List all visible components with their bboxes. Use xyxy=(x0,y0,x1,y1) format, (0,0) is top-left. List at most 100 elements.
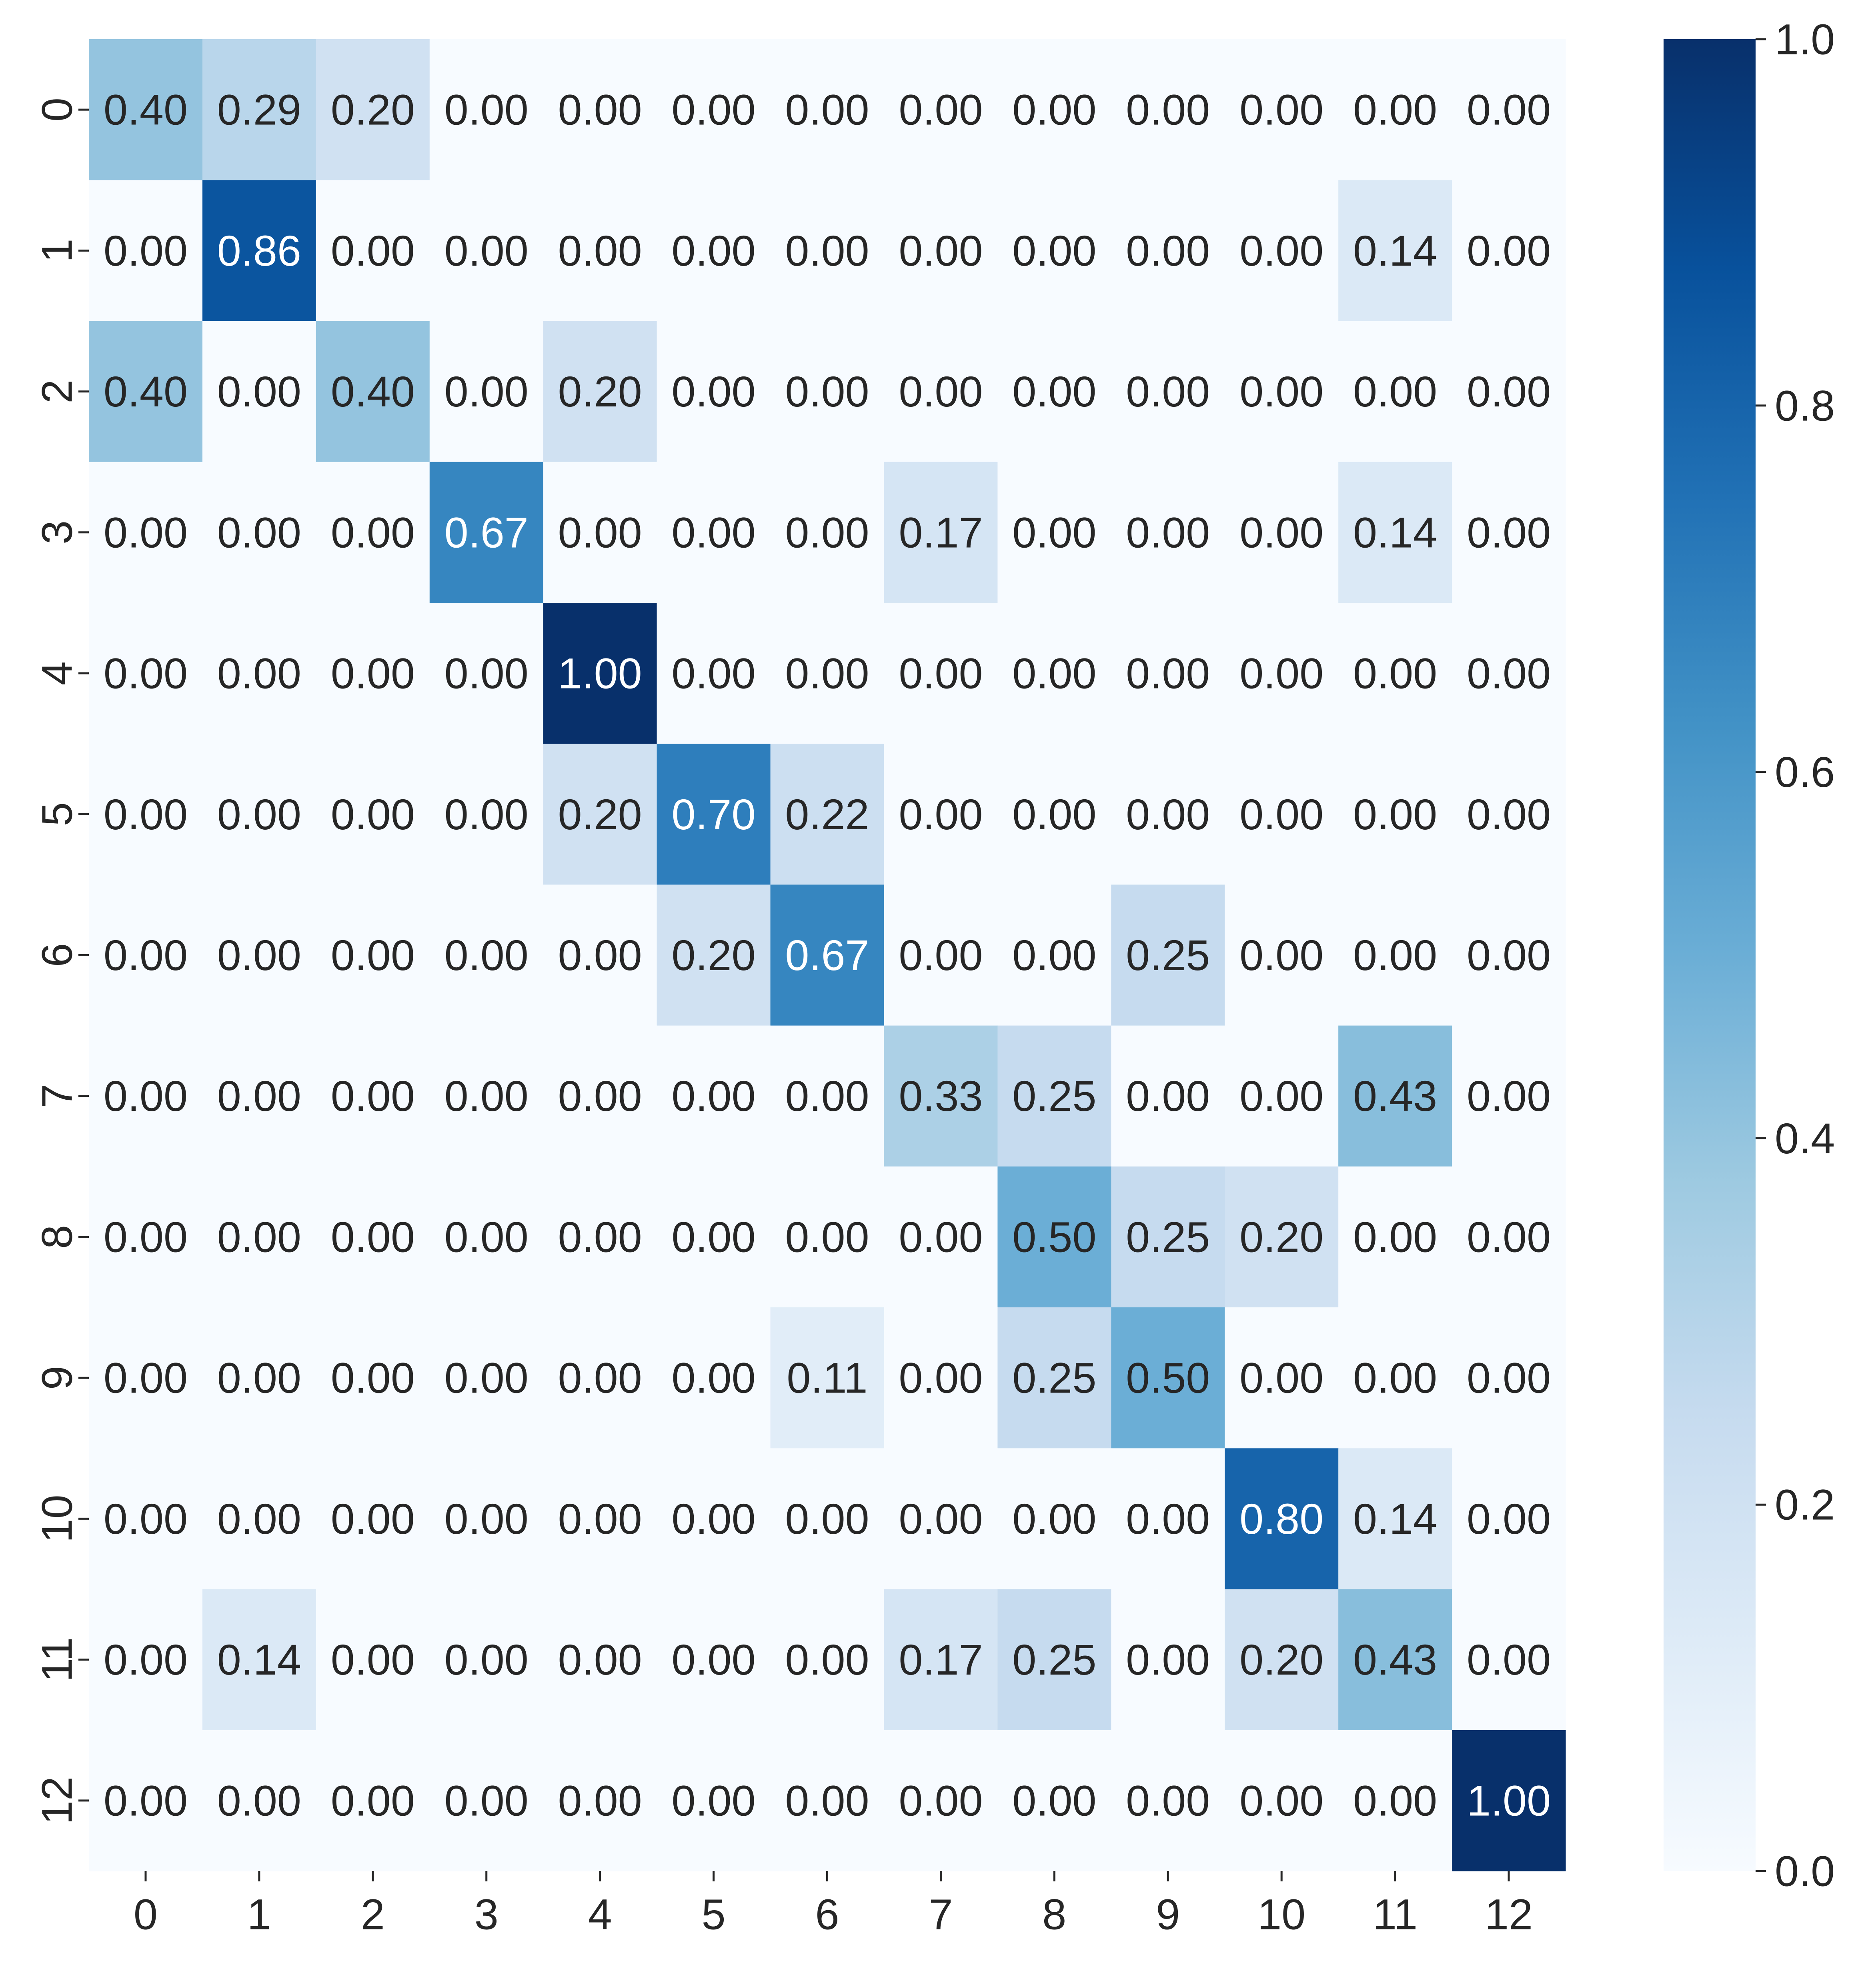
y-tick-label: 12 xyxy=(33,1777,81,1825)
cell-value-label: 0.50 xyxy=(1012,1213,1096,1261)
heatmap-cell xyxy=(884,462,998,603)
cell-value-label: 0.00 xyxy=(899,1213,983,1261)
cell-value-label: 0.00 xyxy=(1239,508,1323,556)
heatmap-cell xyxy=(202,1589,316,1731)
cell-value-label: 0.00 xyxy=(671,1354,755,1402)
heatmap-cell xyxy=(89,1025,203,1167)
heatmap-cell xyxy=(1225,884,1339,1026)
cell-value-label: 0.00 xyxy=(1126,86,1210,134)
heatmap-cell xyxy=(1225,321,1339,462)
cell-value-label: 0.33 xyxy=(899,1072,983,1120)
cell-value-label: 0.00 xyxy=(671,1635,755,1684)
heatmap-cell xyxy=(429,180,544,322)
heatmap-cell xyxy=(997,1307,1111,1449)
heatmap-cell xyxy=(89,1589,203,1731)
cell-value-label: 0.00 xyxy=(104,1213,188,1261)
cell-value-label: 0.00 xyxy=(444,1072,529,1120)
heatmap-cell xyxy=(429,1589,544,1731)
cell-value-label: 0.00 xyxy=(1012,508,1096,556)
heatmap-cell xyxy=(1111,1025,1225,1167)
cell-value-label: 0.20 xyxy=(558,367,642,416)
heatmap-cell xyxy=(657,1307,771,1449)
cell-value-label: 0.00 xyxy=(104,1354,188,1402)
heatmap-cell xyxy=(1452,1730,1566,1871)
heatmap-cell xyxy=(429,321,544,462)
cell-value-label: 0.00 xyxy=(671,649,755,698)
cell-value-label: 0.00 xyxy=(331,790,415,838)
heatmap-cell xyxy=(543,1166,657,1308)
cell-value-label: 0.00 xyxy=(1353,367,1437,416)
cell-value-label: 0.00 xyxy=(671,367,755,416)
heatmap-cell xyxy=(884,1025,998,1167)
cell-value-label: 0.17 xyxy=(899,508,983,556)
heatmap-cell xyxy=(1111,1589,1225,1731)
colorbar-tick-label: 0.2 xyxy=(1775,1481,1835,1529)
heatmap-cell xyxy=(543,1025,657,1167)
cell-value-label: 0.00 xyxy=(331,649,415,698)
heatmap-cell xyxy=(429,884,544,1026)
cell-value-label: 0.00 xyxy=(899,86,983,134)
cell-value-label: 0.00 xyxy=(1353,790,1437,838)
cell-value-label: 0.00 xyxy=(1239,649,1323,698)
y-tick-label: 8 xyxy=(33,1225,81,1249)
x-axis: 0 1 2 3 4 5 6 7 8 9 10 11 12 xyxy=(134,1871,1533,1939)
heatmap-cell xyxy=(997,321,1111,462)
heatmap-cell xyxy=(657,1730,771,1871)
heatmap-cell xyxy=(770,744,885,885)
x-tick-label: 4 xyxy=(588,1890,612,1939)
cell-value-label: 0.00 xyxy=(217,1213,301,1261)
heatmap-cells xyxy=(89,39,1566,1871)
cell-value-label: 0.00 xyxy=(444,790,529,838)
y-tick-label: 6 xyxy=(33,943,81,967)
cell-value-label: 0.00 xyxy=(1126,1072,1210,1120)
cell-value-label: 0.00 xyxy=(1467,1072,1551,1120)
heatmap-cell xyxy=(316,1448,430,1590)
cell-value-label: 0.00 xyxy=(444,86,529,134)
cell-value-label: 0.00 xyxy=(558,508,642,556)
heatmap-cell xyxy=(770,1589,885,1731)
cell-value-label: 0.00 xyxy=(217,508,301,556)
heatmap-cell xyxy=(1338,744,1452,885)
cell-value-label: 0.00 xyxy=(785,508,869,556)
heatmap-cell xyxy=(202,462,316,603)
heatmap-cell xyxy=(1338,1730,1452,1871)
heatmap-cell xyxy=(543,180,657,322)
y-tick-label: 0 xyxy=(33,98,81,122)
heatmap-cell xyxy=(316,884,430,1026)
cell-value-label: 0.00 xyxy=(104,931,188,979)
heatmap-cell xyxy=(202,744,316,885)
heatmap-cell xyxy=(884,1730,998,1871)
heatmap-cell xyxy=(657,744,771,885)
cell-value-label: 0.00 xyxy=(1239,1354,1323,1402)
cell-value-label: 0.00 xyxy=(1012,931,1096,979)
y-tick-label: 11 xyxy=(33,1637,81,1682)
cell-value-label: 0.00 xyxy=(1239,931,1323,979)
cell-value-label: 0.00 xyxy=(899,367,983,416)
heatmap-cell xyxy=(429,1730,544,1871)
colorbar-scale xyxy=(1664,39,1756,1871)
cell-value-label: 0.00 xyxy=(444,649,529,698)
cell-value-label: 0.14 xyxy=(1353,1495,1437,1543)
cell-value-label: 0.00 xyxy=(444,1354,529,1402)
y-tick-label: 10 xyxy=(33,1495,81,1543)
heatmap-cell xyxy=(316,462,430,603)
cell-value-label: 0.00 xyxy=(558,1354,642,1402)
cell-value-label: 0.00 xyxy=(1126,1635,1210,1684)
cell-value-label: 0.00 xyxy=(1353,1213,1437,1261)
heatmap-cell xyxy=(89,602,203,744)
cell-value-label: 0.00 xyxy=(331,1635,415,1684)
x-tick-label: 2 xyxy=(361,1890,385,1939)
cell-value-label: 0.00 xyxy=(1467,1213,1551,1261)
cell-value-label: 0.00 xyxy=(899,790,983,838)
cell-value-label: 0.25 xyxy=(1012,1635,1096,1684)
cell-value-label: 0.00 xyxy=(444,1776,529,1825)
cell-value-label: 0.00 xyxy=(558,226,642,275)
cell-value-label: 0.00 xyxy=(899,1354,983,1402)
cell-value-label: 0.00 xyxy=(1467,86,1551,134)
heatmap-cell xyxy=(770,1730,885,1871)
cell-value-label: 0.00 xyxy=(785,1776,869,1825)
heatmap-cell xyxy=(89,462,203,603)
heatmap-cell xyxy=(89,1448,203,1590)
cell-value-label: 1.00 xyxy=(1467,1776,1551,1825)
